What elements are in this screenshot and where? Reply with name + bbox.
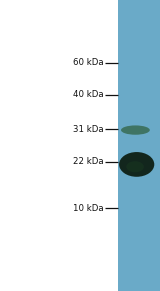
Ellipse shape bbox=[119, 152, 154, 177]
Ellipse shape bbox=[126, 161, 144, 172]
Text: 60 kDa: 60 kDa bbox=[73, 58, 103, 67]
Text: 10 kDa: 10 kDa bbox=[73, 204, 103, 212]
Ellipse shape bbox=[121, 125, 150, 135]
Bar bbox=[118, 0, 160, 291]
Text: 31 kDa: 31 kDa bbox=[73, 125, 103, 134]
Text: 40 kDa: 40 kDa bbox=[73, 90, 103, 99]
Text: 22 kDa: 22 kDa bbox=[73, 157, 103, 166]
Bar bbox=[0, 0, 8, 291]
